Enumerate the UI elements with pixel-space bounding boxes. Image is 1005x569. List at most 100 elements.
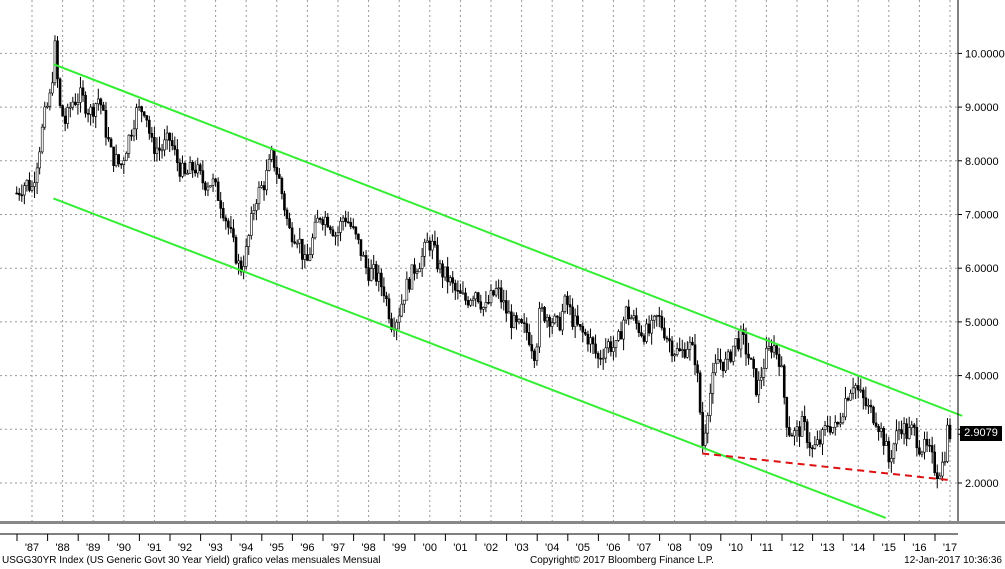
candle-body <box>683 349 687 358</box>
candle-body <box>183 162 187 174</box>
candle-body <box>178 162 182 177</box>
candle-body <box>346 221 350 224</box>
candle-body <box>204 182 207 191</box>
candle-body <box>295 242 299 245</box>
candle-body <box>759 377 763 381</box>
candle-body <box>775 345 778 355</box>
candle-body <box>265 170 268 191</box>
candle-body <box>464 292 467 301</box>
candle-body <box>380 272 383 288</box>
x-tick-label: '03 <box>514 542 528 554</box>
candle-body <box>946 424 949 462</box>
candle-body <box>474 292 478 300</box>
candle-body <box>43 106 47 128</box>
candle-body <box>614 340 618 348</box>
candle-body <box>494 288 498 296</box>
candle-body <box>665 337 669 340</box>
candle-body <box>45 105 49 108</box>
candle-body <box>910 424 914 428</box>
candle-body <box>377 272 381 282</box>
candle-body <box>948 424 952 440</box>
candle-body <box>400 303 404 317</box>
candle-body <box>604 347 608 359</box>
candle-body <box>818 439 822 445</box>
candle-body <box>749 357 753 360</box>
candle-body <box>275 167 279 175</box>
y-tick-label: 9.0000 <box>965 102 999 114</box>
candle-body <box>533 350 536 361</box>
candle-body <box>199 164 202 172</box>
candle-body <box>800 416 804 437</box>
candle-body <box>790 434 794 437</box>
x-tick-label: '99 <box>392 542 406 554</box>
candle-body <box>30 186 34 191</box>
candle-body <box>573 315 577 327</box>
candle-body <box>280 178 284 195</box>
candle-body <box>703 432 707 446</box>
candle-body <box>943 461 947 463</box>
candle-body <box>589 337 592 345</box>
candle-body <box>561 311 564 331</box>
candle-body <box>267 159 271 171</box>
last-value-badge: 2.9079 <box>960 426 1002 441</box>
candle-body <box>354 226 358 235</box>
candle-body <box>795 426 799 431</box>
candle-body <box>624 306 628 321</box>
candle-body <box>211 178 215 186</box>
candle-body <box>668 338 671 342</box>
candle-body <box>788 427 791 436</box>
candle-body <box>250 213 253 236</box>
candle-body <box>887 441 891 463</box>
candle-body <box>135 107 138 130</box>
candle-body <box>527 332 531 345</box>
candle-body <box>640 332 643 337</box>
footer-copyright: Copyright© 2017 Bloomberg Finance L.P. <box>530 555 714 566</box>
candle-body <box>520 319 523 324</box>
candle-body <box>104 110 108 138</box>
candle-body <box>413 264 416 274</box>
candle-body <box>410 264 414 290</box>
candle-body <box>33 182 36 187</box>
candle-body <box>900 429 903 435</box>
candle-body <box>925 438 929 446</box>
candle-body <box>122 160 126 165</box>
candle-body <box>884 441 888 446</box>
candle-body <box>650 319 653 334</box>
candle-body <box>186 173 189 175</box>
candle-body <box>252 210 256 214</box>
candle-body <box>35 167 39 183</box>
candle-body <box>744 334 748 355</box>
x-tick-label: '88 <box>55 542 69 554</box>
candle-body <box>510 311 513 329</box>
candle-body <box>38 151 41 169</box>
candle-body <box>895 430 898 445</box>
candle-body <box>482 307 485 310</box>
footer-security-description: USGG30YR Index (US Generic Govt 30 Year … <box>2 555 381 566</box>
candle-body <box>390 318 393 330</box>
candle-body <box>163 139 166 151</box>
candle-body <box>693 344 697 366</box>
candle-body <box>68 106 72 109</box>
candle-body <box>334 235 337 237</box>
candle-body <box>601 357 605 360</box>
candle-body <box>326 216 330 228</box>
candle-body <box>902 423 906 435</box>
x-tick-label: '08 <box>667 542 681 554</box>
x-tick-label: '11 <box>760 542 774 554</box>
candle-body <box>336 232 340 236</box>
candle-body <box>145 115 149 121</box>
candle-body <box>206 186 210 191</box>
x-tick-label: '92 <box>178 542 192 554</box>
candle-body <box>632 315 636 319</box>
candle-body <box>153 137 156 154</box>
candle-body <box>706 415 710 434</box>
candle-body <box>415 271 419 274</box>
x-tick-label: '90 <box>117 542 131 554</box>
candle-body <box>140 106 143 113</box>
candle-body <box>772 345 776 353</box>
candle-body <box>99 98 103 106</box>
candle-body <box>349 222 353 227</box>
candle-body <box>877 426 880 432</box>
candle-body <box>364 255 368 269</box>
candle-body <box>586 333 590 345</box>
